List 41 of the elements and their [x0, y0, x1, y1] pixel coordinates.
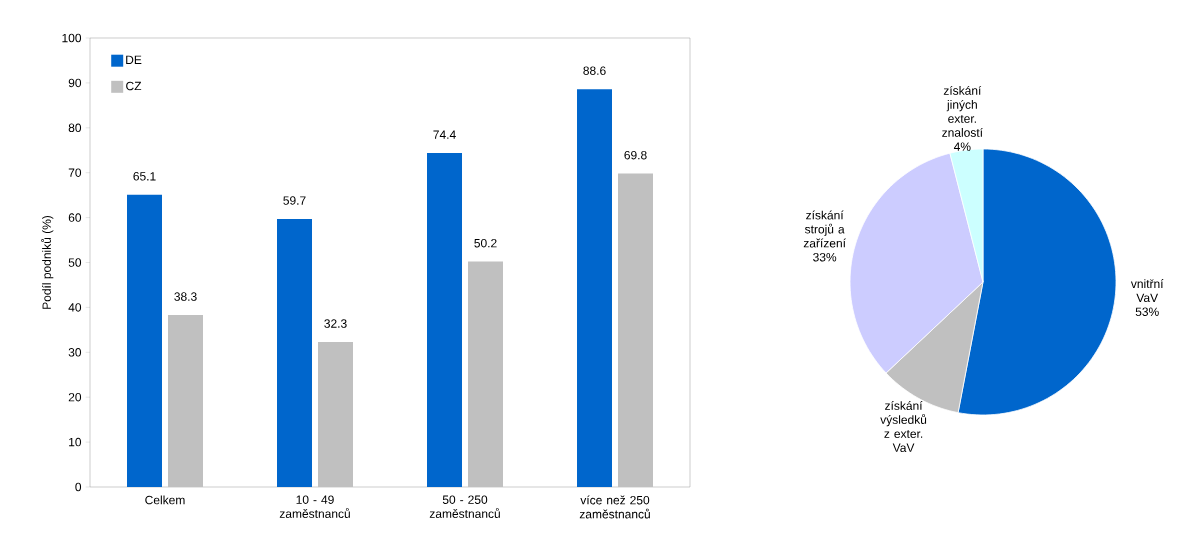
y-tick-label: 0 [75, 482, 82, 492]
y-tick-label: 100 [62, 33, 82, 43]
y-tick-label: 10 [69, 437, 82, 447]
bar [577, 89, 613, 487]
slice-label: získání strojů a zařízení [803, 210, 846, 248]
bar [318, 341, 353, 487]
data-label: 65.1 [133, 172, 156, 181]
data-label: 59.7 [283, 196, 306, 205]
y-tick-label: 70 [68, 168, 82, 177]
x-tick-label: více než 250 zaměstnanců [579, 495, 650, 519]
data-label: 88.6 [583, 66, 606, 75]
slice-label: získání jiných exter. znalostí [942, 85, 983, 137]
data-label: 53% [1135, 307, 1159, 316]
data-label: 69.8 [624, 150, 647, 160]
data-label: 38.3 [174, 292, 197, 301]
slice-label: získání výsledků z exter. VaV [880, 401, 927, 452]
y-tick-label: 50 [68, 258, 82, 267]
legend-label: DE [126, 55, 142, 64]
y-tick-label: 80 [68, 123, 82, 133]
data-label: 50.2 [474, 238, 497, 248]
y-tick-label: 60 [68, 213, 82, 222]
x-tick-label: Celkem [145, 495, 185, 505]
bar [127, 194, 162, 487]
data-label: 33% [813, 252, 837, 262]
x-tick-label: 50 - 250 zaměstnanců [429, 495, 500, 518]
data-label: 74.4 [433, 130, 456, 139]
bar [427, 152, 463, 487]
data-label: 32.3 [324, 319, 347, 328]
bar [618, 173, 654, 487]
y-tick-label: 30 [68, 348, 82, 357]
y-tick-label: 90 [68, 78, 82, 88]
legend-label: CZ [126, 81, 142, 91]
y-tick-label: 20 [68, 392, 82, 402]
bar [468, 261, 504, 487]
x-tick-label: 10 - 49 zaměstnanců [279, 495, 350, 518]
bar [168, 315, 203, 487]
slice-label: vnitřní VaV [1130, 279, 1164, 302]
y-tick-label: 40 [68, 303, 82, 312]
bar [277, 218, 312, 487]
data-label: 4% [953, 142, 971, 151]
y-axis-title: Podíl podniků (%) [41, 215, 54, 309]
